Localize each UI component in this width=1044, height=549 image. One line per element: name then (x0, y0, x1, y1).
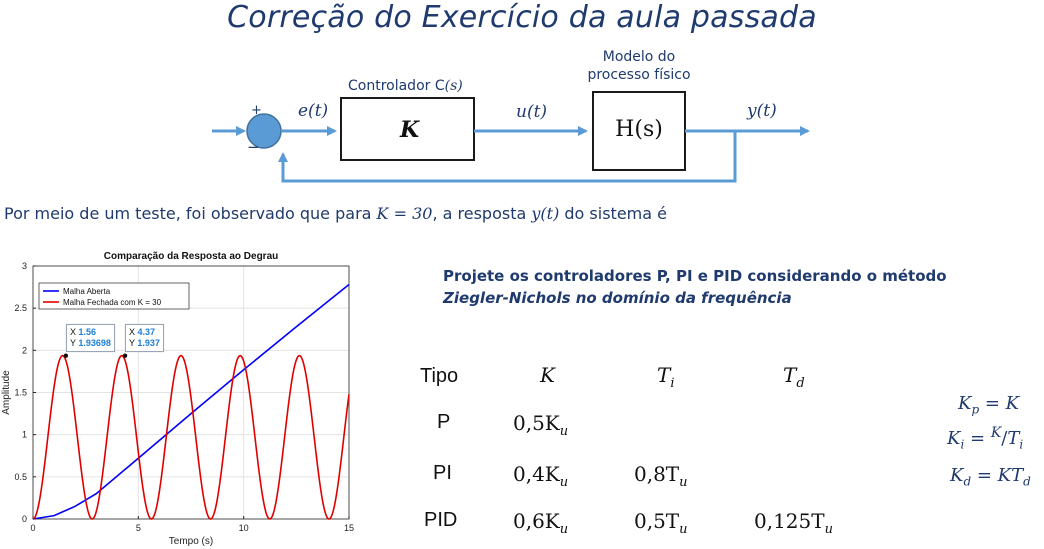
y-tick-label: 3 (22, 261, 27, 271)
table-header-k: K (540, 363, 555, 387)
intro-sentence: Por meio de um teste, foi observado que … (4, 204, 667, 223)
block-diagram (212, 91, 810, 183)
y-tick-label: 1.5 (14, 388, 27, 398)
y-tick-label: 1 (22, 430, 27, 440)
y-tick-label: 0 (22, 514, 27, 524)
y-tick-label: 2.5 (14, 303, 27, 313)
table-row-pid-tipo: PID (424, 509, 458, 531)
x-tick-label: 10 (239, 523, 249, 533)
datatip-marker-1 (63, 353, 69, 358)
task-text: Projete os controladores P, PI e PID con… (443, 267, 947, 307)
table-header-tipo: Tipo (420, 365, 459, 387)
error-label: e(t) (298, 101, 329, 121)
y-axis-label: Amplitude (1, 370, 12, 415)
legend-label-1: Malha Aberta (63, 287, 111, 296)
page-title: Correção do Exercício da aula passada (227, 0, 817, 35)
output-label: y(t) (747, 101, 777, 121)
formula-ki: Ki = K/Ti (947, 425, 1024, 452)
table-row-pi-ti: 0,8Tu (634, 462, 688, 490)
table-row-pi-tipo: PI (433, 462, 452, 484)
legend-box (38, 282, 190, 310)
legend-label-2: Malha Fechada com K = 30 (63, 298, 162, 307)
controller-label: Controlador C(s) (348, 78, 463, 94)
table-header-td: Td (783, 363, 805, 391)
datatip-marker-2 (122, 353, 128, 358)
table-row-pid-ti: 0,5Tu (634, 509, 688, 537)
y-tick-label: 2 (22, 345, 27, 355)
controller-gain: K (400, 117, 420, 143)
datatip-2: X 4.37 Y 1.937 (125, 324, 164, 352)
x-tick-label: 15 (344, 523, 354, 533)
process-label: Modelo do processo físico (587, 49, 691, 83)
table-row-pi-k: 0,4Ku (513, 462, 569, 490)
controller-block (340, 97, 475, 161)
x-axis-label: Tempo (s) (169, 536, 213, 547)
formula-kp: Kp = K (958, 393, 1020, 417)
table-header-ti: Ti (657, 363, 675, 391)
table-row-pid-td: 0,125Tu (754, 509, 833, 537)
x-tick-label: 5 (136, 523, 141, 533)
formula-kd: Kd = KTd (950, 465, 1031, 489)
table-row-p-tipo: P (437, 411, 451, 433)
x-tick-label: 0 (30, 523, 35, 533)
chart-title: Comparação da Resposta ao Degrau (104, 251, 279, 262)
step-response-chart: 0 5 10 15 0 0.5 1 1.5 2 2.5 3 Comparação da Respost… (1, 251, 354, 547)
table-row-p-k: 0,5Ku (513, 411, 569, 439)
feedback-path (278, 131, 737, 183)
minus-sign: − (247, 138, 260, 156)
plus-sign: + (251, 103, 262, 118)
table-row-pid-k: 0,6Ku (513, 509, 569, 537)
y-tick-label: 0.5 (14, 472, 27, 482)
process-block-label: H(s) (615, 117, 663, 142)
control-signal-label: u(t) (516, 102, 548, 122)
series-line-closed-loop (32, 354, 350, 520)
process-block (592, 91, 686, 171)
datatip-1: X 1.56 Y 1.93698 (66, 324, 115, 352)
